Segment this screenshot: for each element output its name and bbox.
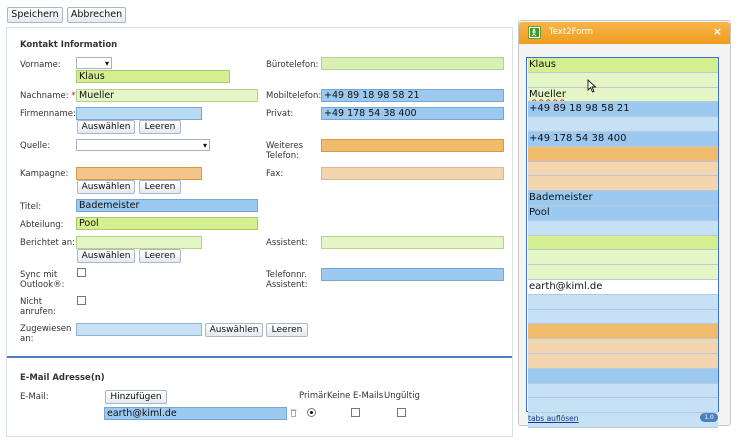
- close-icon[interactable]: ×: [712, 25, 722, 38]
- contact-section-title: Kontakt Information: [20, 40, 118, 50]
- panel-strip[interactable]: [528, 398, 718, 414]
- office-phone-field[interactable]: [321, 57, 504, 70]
- panel-strip[interactable]: [528, 339, 718, 354]
- invalid-label: Ungültig: [384, 391, 420, 401]
- private-field[interactable]: +49 178 54 38 400: [321, 107, 504, 120]
- panel-strip[interactable]: earth@kiml.de: [528, 280, 718, 295]
- fax-label: Fax:: [266, 169, 284, 179]
- source-label: Quelle:: [20, 141, 51, 151]
- panel-strip[interactable]: +49 178 54 38 400: [528, 132, 718, 147]
- panel-strip[interactable]: [528, 265, 718, 280]
- radio-dot: [310, 411, 313, 414]
- version-badge: 1.0: [700, 413, 718, 422]
- reports-to-select-button[interactable]: Auswählen: [77, 249, 135, 263]
- assigned-label: Zugewiesen an:: [20, 324, 72, 344]
- panel-header[interactable]: Text2Form ×: [519, 22, 730, 44]
- campaign-field[interactable]: [76, 167, 202, 180]
- panel-strip[interactable]: [528, 117, 718, 132]
- firstname-label: Vorname:: [20, 60, 61, 70]
- save-button[interactable]: Speichern: [7, 7, 63, 23]
- fax-field[interactable]: [321, 167, 504, 180]
- no-emails-label: Keine E-Mails: [327, 391, 384, 401]
- chevron-down-icon: ▾: [104, 59, 109, 68]
- no-call-label: Nicht anrufen:: [20, 297, 56, 317]
- panel-title: Text2Form: [549, 27, 594, 37]
- firstname-field[interactable]: Klaus: [76, 70, 230, 83]
- panel-strip[interactable]: [528, 294, 718, 310]
- sync-label: Sync mit Outlook®:: [20, 270, 65, 290]
- other-phone-label: Weiteres Telefon:: [266, 141, 304, 161]
- panel-strip[interactable]: [528, 235, 718, 251]
- required-mark: *: [71, 91, 76, 101]
- campaign-select-button[interactable]: Auswählen: [77, 180, 135, 194]
- panel-strip[interactable]: Mueller: [528, 87, 718, 103]
- lastname-field[interactable]: Mueller: [76, 89, 258, 102]
- add-email-button[interactable]: Hinzufügen: [105, 390, 167, 404]
- assistant-phone-field[interactable]: [321, 268, 504, 281]
- source-select[interactable]: ▾: [76, 139, 210, 151]
- panel-strip[interactable]: Pool: [528, 206, 718, 221]
- form-frame: [6, 27, 513, 437]
- chevron-down-icon: ▾: [202, 141, 207, 150]
- department-label: Abteilung:: [20, 220, 64, 230]
- panel-strip[interactable]: [528, 383, 718, 399]
- app-logo-icon: [528, 26, 541, 39]
- assigned-select-button[interactable]: Auswählen: [205, 323, 263, 337]
- salutation-select[interactable]: ▾: [76, 57, 112, 69]
- company-field[interactable]: [76, 107, 202, 120]
- panel-strip[interactable]: +49 89 18 98 58 21: [528, 102, 718, 118]
- assigned-clear-button[interactable]: Leeren: [266, 323, 308, 337]
- tabs-dissolve-link[interactable]: tabs auflösen: [528, 414, 579, 423]
- email-label: E-Mail:: [20, 392, 49, 402]
- section-divider: [7, 356, 512, 358]
- private-label: Privat:: [266, 109, 294, 119]
- assistant-label: Assistent:: [266, 238, 308, 248]
- panel-strip[interactable]: [528, 161, 718, 177]
- no-call-checkbox[interactable]: [77, 296, 86, 305]
- primary-label: Primär: [299, 391, 327, 401]
- panel-strip[interactable]: [528, 220, 718, 236]
- panel-strip[interactable]: [528, 146, 718, 162]
- panel-strip[interactable]: [528, 368, 718, 384]
- campaign-clear-button[interactable]: Leeren: [139, 180, 181, 194]
- company-clear-button[interactable]: Leeren: [139, 120, 181, 134]
- panel-strip[interactable]: Bademeister: [528, 191, 718, 206]
- company-select-button[interactable]: Auswählen: [77, 120, 135, 134]
- assistant-phone-label: Telefonnr. Assistent:: [266, 270, 308, 290]
- panel-strip[interactable]: [528, 309, 718, 325]
- trash-icon[interactable]: [290, 408, 297, 417]
- title-label: Titel:: [20, 202, 42, 212]
- office-phone-label: Bürotelefon:: [266, 60, 319, 70]
- cancel-button[interactable]: Abbrechen: [67, 7, 126, 23]
- reports-to-label: Berichtet an:: [20, 238, 76, 248]
- campaign-label: Kampagne:: [20, 169, 69, 179]
- assigned-field[interactable]: [76, 323, 202, 336]
- other-phone-field[interactable]: [321, 139, 504, 152]
- company-label: Firmenname:: [20, 109, 76, 119]
- lastname-label: Nachname: *: [20, 91, 76, 101]
- invalid-checkbox[interactable]: [397, 408, 406, 417]
- email-field[interactable]: earth@kiml.de: [104, 407, 287, 420]
- sync-checkbox[interactable]: [77, 268, 86, 277]
- primary-radio[interactable]: [307, 408, 316, 417]
- assistant-field[interactable]: [321, 236, 504, 249]
- mobile-field[interactable]: +49 89 18 98 58 21: [321, 89, 504, 102]
- panel-strip[interactable]: [528, 324, 718, 340]
- department-field[interactable]: Pool: [76, 217, 258, 230]
- title-field[interactable]: Bademeister: [76, 199, 258, 212]
- panel-strip[interactable]: [528, 250, 718, 266]
- panel-strip[interactable]: [528, 413, 718, 428]
- panel-strip[interactable]: [528, 72, 718, 88]
- email-section-title: E-Mail Adresse(n): [20, 373, 105, 383]
- mouse-cursor-icon: [587, 78, 597, 93]
- reports-to-clear-button[interactable]: Leeren: [139, 249, 181, 263]
- reports-to-field[interactable]: [76, 236, 202, 249]
- no-emails-checkbox[interactable]: [351, 408, 360, 417]
- panel-strip[interactable]: Klaus: [528, 58, 718, 73]
- mobile-label: Mobiltelefon:: [266, 91, 322, 101]
- panel-strip[interactable]: [528, 354, 718, 369]
- panel-strip[interactable]: [528, 176, 718, 192]
